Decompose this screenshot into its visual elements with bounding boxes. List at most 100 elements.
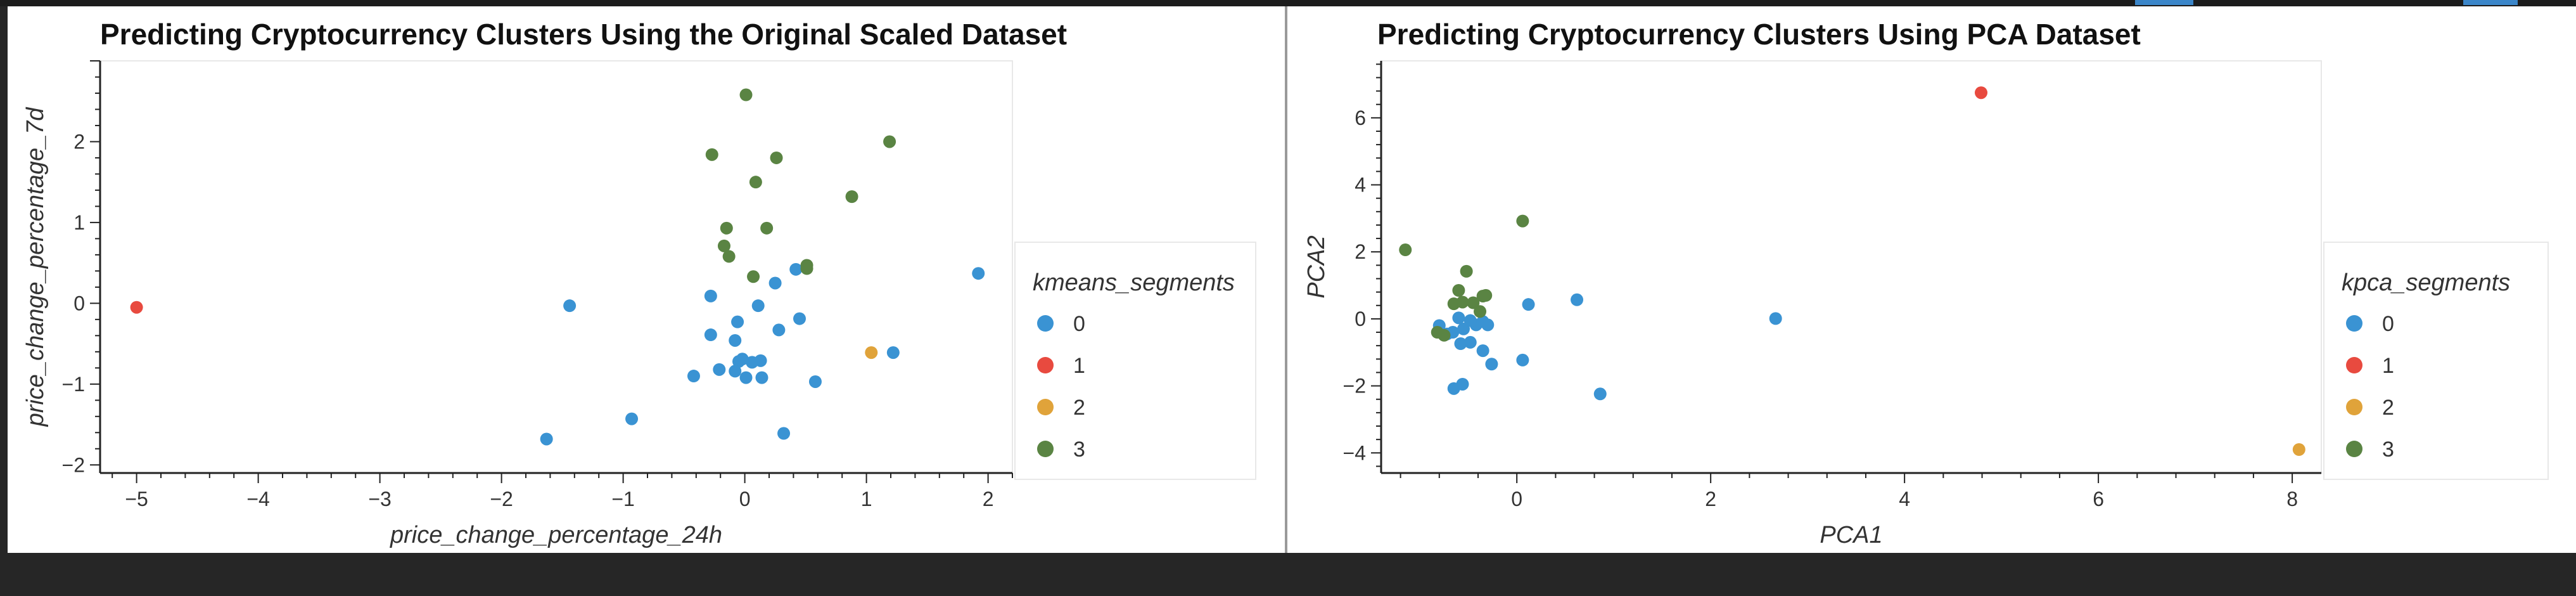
data-point-cluster-3 — [1474, 305, 1487, 318]
data-point-cluster-3 — [1456, 295, 1469, 309]
data-point-cluster-3 — [1479, 288, 1493, 302]
legend-label-2: 2 — [1073, 396, 1085, 420]
data-point-cluster-0 — [746, 356, 759, 369]
data-point-cluster-0 — [731, 315, 744, 328]
kmeans-scatter-panel: Predicting Cryptocurrency Clusters Using… — [8, 6, 1285, 553]
y-tick-label: 0 — [73, 292, 85, 314]
data-point-cluster-0 — [793, 312, 806, 325]
x-tick-label: −1 — [611, 488, 634, 510]
data-point-cluster-0 — [1463, 335, 1477, 349]
data-point-cluster-0 — [1454, 337, 1467, 351]
data-point-cluster-3 — [722, 250, 736, 263]
x-tick-label: 0 — [1511, 488, 1522, 510]
data-point-cluster-0 — [704, 289, 717, 302]
data-point-cluster-0 — [729, 334, 742, 347]
data-point-cluster-0 — [1452, 311, 1465, 325]
legend-marker-1 — [1037, 357, 1054, 373]
data-point-cluster-0 — [1593, 387, 1607, 401]
data-point-cluster-1 — [130, 301, 143, 314]
data-point-cluster-3 — [845, 190, 858, 204]
y-tick-label: −1 — [62, 373, 85, 396]
data-point-cluster-0 — [1522, 298, 1535, 311]
data-point-cluster-0 — [1447, 382, 1460, 395]
tab-indicator-left — [2135, 0, 2193, 5]
x-tick-label: 6 — [2093, 488, 2104, 510]
tab-indicator-right — [2463, 0, 2518, 5]
data-point-cluster-0 — [625, 412, 639, 425]
data-point-cluster-0 — [1516, 353, 1529, 366]
data-point-cluster-0 — [751, 299, 765, 313]
data-point-cluster-0 — [777, 427, 791, 440]
y-tick-label: 1 — [73, 211, 85, 234]
data-point-cluster-0 — [704, 328, 717, 342]
legend-title: kmeans_segments — [1033, 269, 1235, 296]
data-point-cluster-0 — [713, 363, 726, 376]
data-point-cluster-3 — [749, 176, 762, 189]
legend-label-0: 0 — [1073, 312, 1085, 336]
legend-marker-0 — [2346, 315, 2362, 332]
x-tick-label: 2 — [1705, 488, 1716, 510]
data-point-cluster-0 — [772, 323, 786, 337]
panel-divider — [1285, 6, 1287, 553]
data-point-cluster-0 — [1485, 358, 1498, 371]
data-point-cluster-3 — [705, 148, 718, 161]
legend-marker-2 — [2346, 399, 2362, 415]
data-point-cluster-3 — [739, 88, 753, 101]
x-tick-label: 4 — [1899, 488, 1910, 510]
y-tick-label: 6 — [1355, 107, 1366, 129]
data-point-cluster-2 — [865, 346, 878, 360]
data-point-cluster-0 — [732, 355, 745, 368]
data-point-cluster-3 — [1516, 214, 1529, 228]
x-tick-label: 0 — [739, 488, 751, 510]
x-axis-label: PCA1 — [1820, 522, 1882, 548]
y-axis-label: price_change_percentage_7d — [22, 107, 49, 427]
y-tick-label: 2 — [73, 130, 85, 153]
chart-title: Predicting Cryptocurrency Clusters Using… — [1377, 18, 2141, 51]
data-point-cluster-3 — [747, 270, 760, 283]
data-point-cluster-3 — [1399, 243, 1412, 257]
y-tick-label: −2 — [62, 453, 85, 476]
legend-label-1: 1 — [1073, 354, 1085, 378]
data-point-cluster-3 — [770, 151, 783, 164]
legend-box — [1014, 242, 1256, 480]
x-tick-label: −4 — [246, 488, 269, 510]
y-tick-label: 2 — [1355, 240, 1366, 263]
y-tick-label: 4 — [1355, 174, 1366, 197]
legend-marker-2 — [1037, 399, 1054, 415]
plot-area — [99, 60, 1013, 474]
data-point-cluster-0 — [563, 299, 577, 313]
data-point-cluster-3 — [1460, 264, 1473, 278]
legend-title: kpca_segments — [2342, 269, 2510, 296]
data-point-cluster-0 — [540, 432, 553, 446]
y-axis-label: PCA2 — [1303, 235, 1330, 298]
data-point-cluster-1 — [1975, 86, 1988, 100]
data-point-cluster-0 — [1571, 293, 1584, 306]
plot-area — [1380, 60, 2322, 474]
pca-scatter-chart: Predicting Cryptocurrency Clusters Using… — [1303, 18, 2549, 548]
data-point-cluster-0 — [755, 371, 768, 384]
kmeans-scatter-chart: Predicting Cryptocurrency Clusters Using… — [22, 18, 1256, 548]
x-tick-label: 8 — [2286, 488, 2298, 510]
data-point-cluster-0 — [886, 346, 900, 360]
data-point-cluster-2 — [2292, 443, 2305, 457]
legend-marker-1 — [2346, 357, 2362, 373]
x-tick-label: −5 — [125, 488, 148, 510]
data-point-cluster-0 — [972, 267, 985, 280]
window-top-strip — [0, 0, 2576, 6]
data-point-cluster-3 — [1452, 283, 1465, 297]
data-point-cluster-3 — [760, 221, 774, 235]
legend-label-3: 3 — [2382, 437, 2394, 462]
y-tick-label: 0 — [1355, 308, 1366, 330]
x-tick-label: −3 — [368, 488, 391, 510]
legend-label-3: 3 — [1073, 437, 1085, 462]
legend-label-1: 1 — [2382, 354, 2394, 378]
data-point-cluster-0 — [1476, 315, 1489, 328]
data-point-cluster-3 — [883, 135, 896, 148]
pca-scatter-panel: Predicting Cryptocurrency Clusters Using… — [1287, 6, 2576, 553]
data-point-cluster-3 — [1467, 296, 1480, 309]
x-tick-label: 1 — [861, 488, 872, 510]
legend-label-0: 0 — [2382, 312, 2394, 336]
chart-title: Predicting Cryptocurrency Clusters Using… — [100, 18, 1067, 51]
data-point-cluster-0 — [739, 371, 753, 384]
x-axis-label: price_change_percentage_24h — [390, 522, 722, 548]
